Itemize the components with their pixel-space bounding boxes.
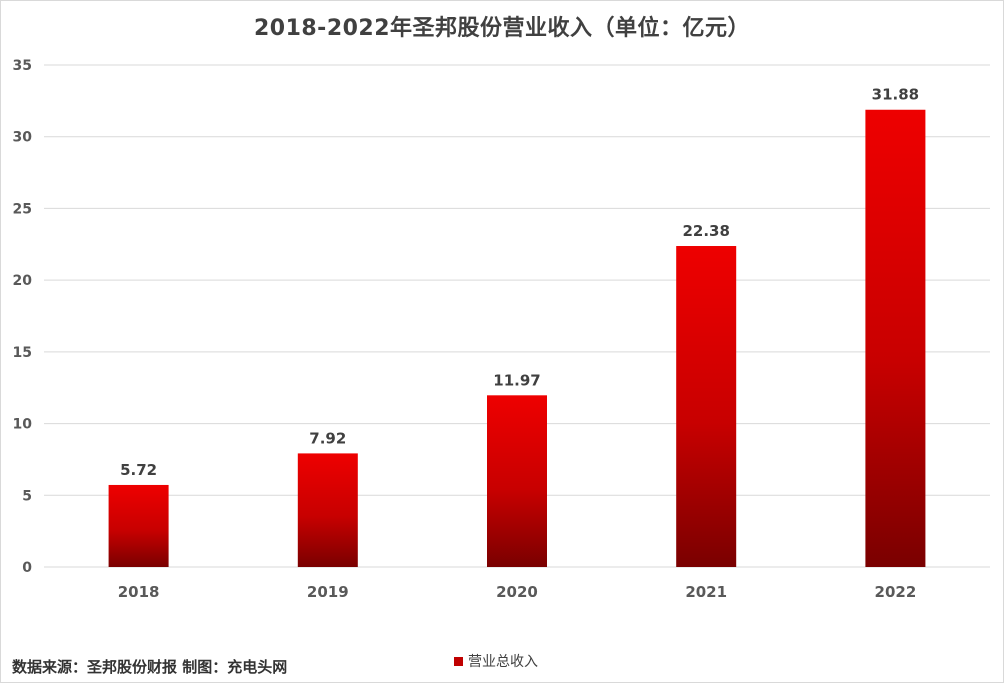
y-tick-label: 25 [13, 201, 32, 217]
data-label: 31.88 [872, 86, 919, 104]
bar [676, 246, 737, 568]
data-label: 22.38 [682, 222, 729, 240]
legend-label: 营业总收入 [468, 654, 538, 670]
x-tick-label: 2018 [118, 583, 160, 601]
chart-title: 2018-2022年圣邦股份营业收入（单位：亿元） [253, 16, 751, 41]
legend-swatch [454, 656, 463, 666]
source-note: 数据来源：圣邦股份财报 制图：充电头网 [12, 658, 288, 676]
bar [297, 453, 358, 567]
y-tick-label: 10 [13, 417, 33, 433]
y-tick-label: 35 [13, 58, 32, 74]
bar [865, 109, 926, 567]
data-label: 11.97 [493, 371, 540, 389]
x-tick-label: 2019 [307, 583, 349, 601]
bar [108, 484, 169, 567]
data-label: 7.92 [309, 429, 346, 447]
y-tick-label: 20 [13, 273, 33, 289]
y-tick-label: 15 [13, 345, 32, 361]
x-tick-label: 2021 [685, 583, 727, 601]
data-label: 5.72 [120, 461, 157, 479]
bar [487, 395, 547, 567]
x-tick-label: 2022 [875, 583, 917, 601]
y-tick-label: 5 [22, 488, 32, 504]
x-tick-label: 2020 [496, 583, 538, 601]
y-tick-label: 30 [13, 130, 33, 146]
y-tick-label: 0 [22, 560, 32, 576]
legend: 营业总收入 [454, 650, 538, 672]
